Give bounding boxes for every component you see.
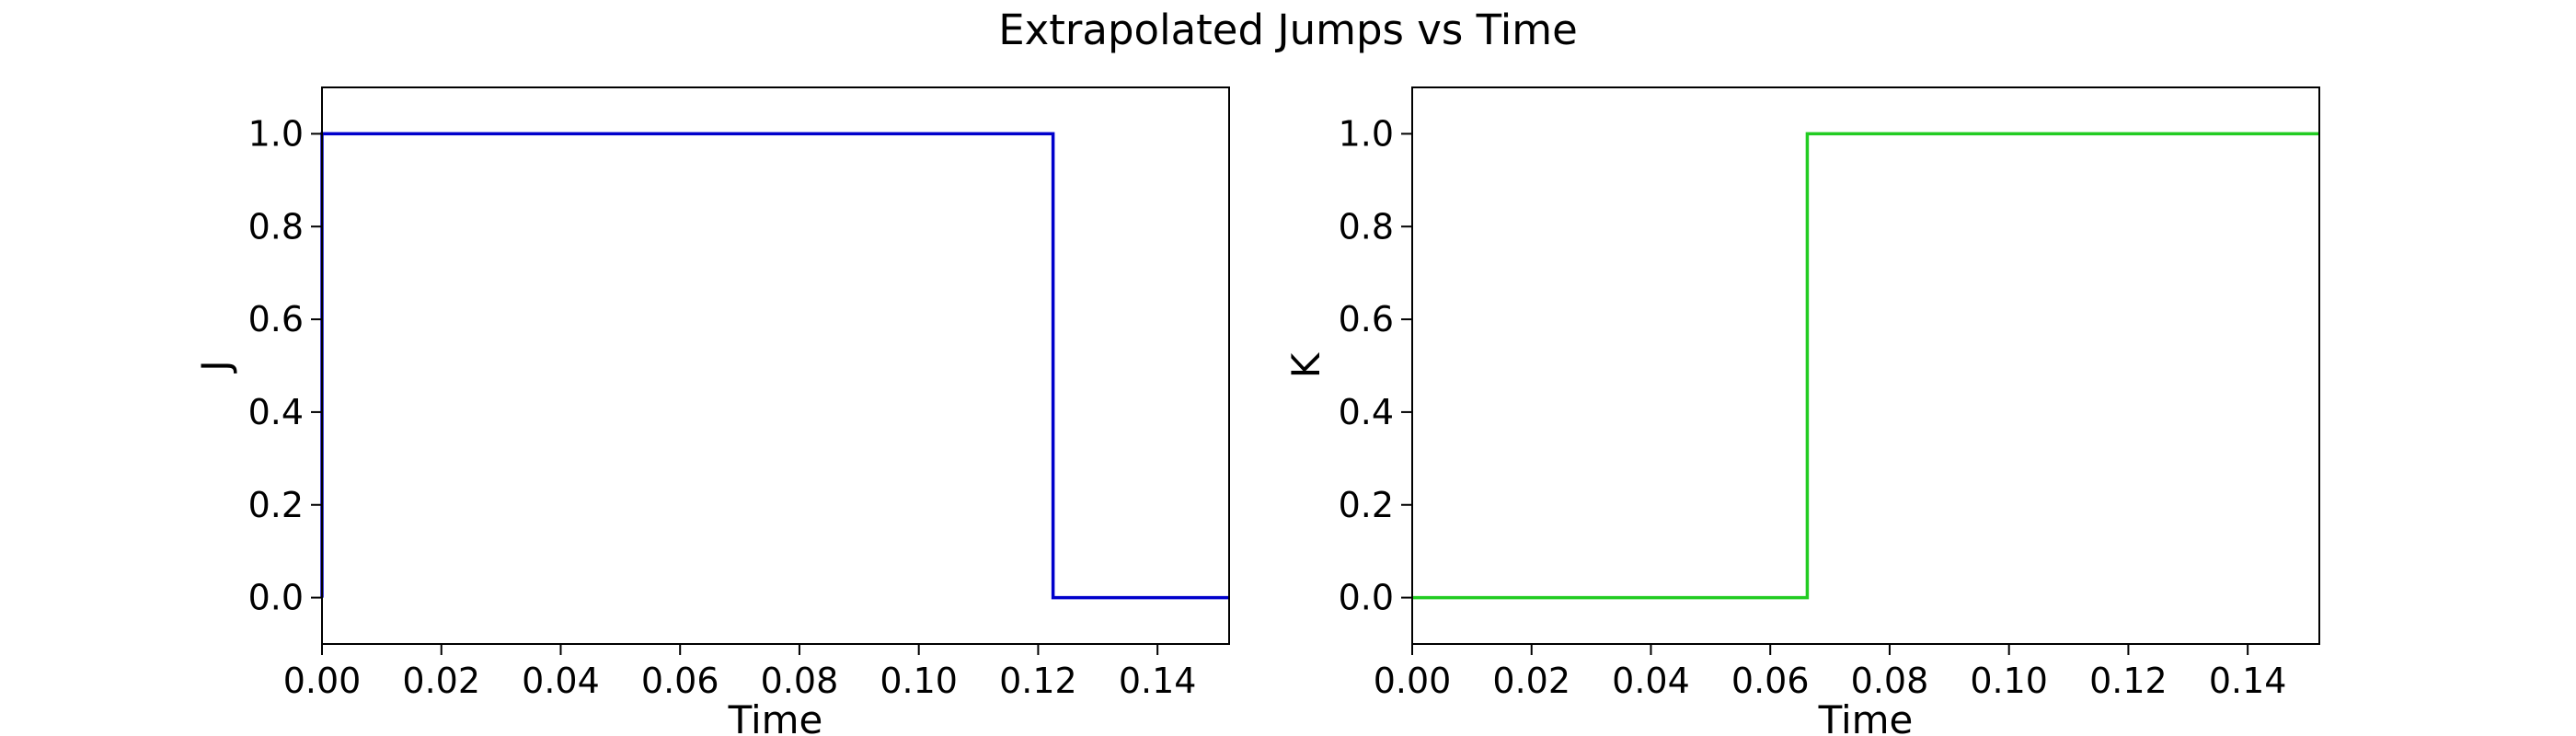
ylabel-k: K bbox=[1283, 351, 1328, 378]
x-tick-label: 0.02 bbox=[402, 661, 480, 701]
x-tick-label: 0.12 bbox=[2089, 661, 2168, 701]
ylabel-j: J bbox=[193, 360, 238, 374]
x-tick-label: 0.00 bbox=[1374, 661, 1452, 701]
x-tick-label: 0.10 bbox=[880, 661, 958, 701]
y-tick-label: 0.8 bbox=[248, 206, 304, 247]
y-tick-label: 0.0 bbox=[248, 578, 304, 618]
x-tick-label: 0.06 bbox=[641, 661, 719, 701]
y-tick-label: 1.0 bbox=[248, 113, 304, 154]
x-tick-label: 0.12 bbox=[999, 661, 1077, 701]
xlabel-j: Time bbox=[728, 697, 823, 736]
y-tick-label: 0.6 bbox=[248, 299, 304, 339]
y-tick-label: 0.4 bbox=[248, 392, 304, 432]
y-tick-label: 0.8 bbox=[1339, 206, 1394, 247]
x-tick-label: 0.02 bbox=[1492, 661, 1570, 701]
y-tick-label: 0.0 bbox=[1339, 578, 1394, 618]
x-tick-label: 0.04 bbox=[1612, 661, 1690, 701]
chart-k: 0.00 0.02 0.04 0.06 0.08 0.10 0.12 0.14 0.0 0.2 0.… bbox=[1283, 86, 2320, 736]
axes-frame bbox=[321, 86, 1230, 645]
axes-frame bbox=[1411, 86, 2320, 645]
x-tick-label: 0.06 bbox=[1731, 661, 1810, 701]
y-tick-label: 1.0 bbox=[1339, 113, 1394, 154]
x-tick-label: 0.14 bbox=[1119, 661, 1197, 701]
series-line-1-0 bbox=[1412, 132, 2319, 600]
y-tick-label: 0.2 bbox=[248, 485, 304, 525]
chart-j: 0.00 0.02 0.04 0.06 0.08 0.10 0.12 0.14 0.0 0.2 0.… bbox=[193, 86, 1230, 736]
y-tick-label: 0.4 bbox=[1339, 392, 1394, 432]
x-tick-label: 0.10 bbox=[1970, 661, 2048, 701]
figure-title: Extrapolated Jumps vs Time bbox=[998, 6, 1578, 54]
x-tick-label: 0.08 bbox=[1851, 661, 1929, 701]
x-tick-label: 0.14 bbox=[2209, 661, 2287, 701]
x-tick-label: 0.08 bbox=[761, 661, 839, 701]
x-tick-label: 0.04 bbox=[522, 661, 600, 701]
y-tick-label: 0.6 bbox=[1339, 299, 1394, 339]
x-tick-label: 0.00 bbox=[283, 661, 362, 701]
series-line-0-0 bbox=[320, 132, 1229, 600]
y-tick-label: 0.2 bbox=[1339, 485, 1394, 525]
xlabel-k: Time bbox=[1818, 697, 1914, 736]
